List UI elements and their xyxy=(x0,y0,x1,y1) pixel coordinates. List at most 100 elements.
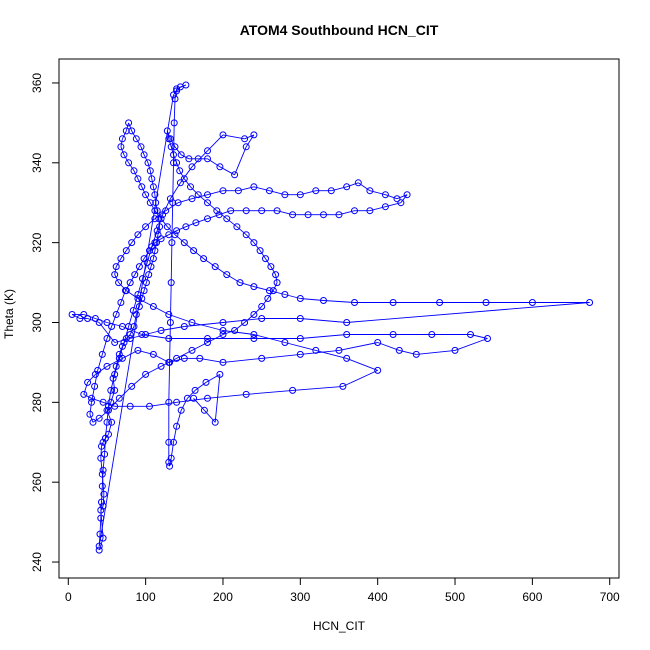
series-line-segment xyxy=(139,258,145,267)
data-point xyxy=(155,215,163,223)
series-line-segment xyxy=(101,442,104,447)
series-line-segment xyxy=(300,318,347,323)
series-line-segment xyxy=(184,242,194,251)
series-line-segment xyxy=(114,274,120,283)
series-line-segment xyxy=(165,202,179,212)
data-point xyxy=(484,335,491,342)
data-point xyxy=(98,470,106,478)
data-point xyxy=(112,263,120,271)
series-line-segment xyxy=(137,178,143,187)
data-point xyxy=(296,191,304,199)
series-line-segment xyxy=(207,202,218,212)
data-point xyxy=(231,171,239,179)
data-point xyxy=(213,207,221,215)
data-point xyxy=(234,187,242,195)
x-tick-label: 100 xyxy=(136,590,156,604)
data-point xyxy=(120,339,128,346)
series-line-segment xyxy=(246,389,293,395)
data-point xyxy=(170,151,177,159)
data-point xyxy=(112,362,120,370)
series-line-segment xyxy=(396,194,408,200)
data-point xyxy=(335,346,343,354)
data-point xyxy=(204,147,211,155)
data-point xyxy=(395,346,403,354)
data-point xyxy=(258,315,266,322)
series-line-segment xyxy=(244,314,255,323)
series-line-segment xyxy=(207,214,220,220)
data-point xyxy=(137,143,145,151)
series-line-segment xyxy=(176,162,181,171)
data-point xyxy=(171,95,179,103)
series-line-segment xyxy=(358,182,371,192)
data-point xyxy=(140,151,148,159)
data-point xyxy=(125,159,133,167)
series-line-segment xyxy=(154,238,162,243)
series-line-segment xyxy=(377,342,400,351)
series-line-segment xyxy=(222,330,254,335)
data-point xyxy=(191,386,199,394)
data-point xyxy=(219,331,227,338)
series-line-segment xyxy=(118,346,123,355)
data-point xyxy=(167,143,175,151)
data-point xyxy=(296,315,304,322)
series-line-segment xyxy=(152,186,156,195)
data-point xyxy=(126,331,134,338)
series-line-segment xyxy=(98,322,116,343)
data-point xyxy=(163,127,171,135)
plot-area xyxy=(68,81,594,554)
data-point xyxy=(148,243,156,251)
data-point xyxy=(165,398,173,406)
series-line-segment xyxy=(174,234,185,243)
data-point xyxy=(188,163,196,171)
data-point xyxy=(374,339,382,346)
data-point xyxy=(312,187,320,195)
y-tick-label: 360 xyxy=(30,73,44,93)
series-line-segment xyxy=(121,130,127,139)
series-line-segment xyxy=(245,234,255,243)
series-line-segment xyxy=(140,146,145,155)
data-point xyxy=(190,394,198,402)
series-line-segment xyxy=(145,194,151,203)
series-line-segment xyxy=(131,234,139,243)
data-point xyxy=(180,354,188,362)
series-line-segment xyxy=(161,326,185,331)
data-point xyxy=(89,418,97,426)
series-line-segment xyxy=(123,154,129,164)
data-point xyxy=(265,187,273,195)
data-point xyxy=(86,410,94,418)
data-point xyxy=(264,295,272,302)
data-point xyxy=(296,295,304,302)
data-point xyxy=(88,398,95,406)
data-point xyxy=(165,231,173,239)
series-line-segment xyxy=(141,186,147,195)
series-line-segment xyxy=(207,134,224,152)
series-line-segment xyxy=(342,369,378,387)
series-line-segment xyxy=(183,178,191,188)
data-point xyxy=(97,514,105,522)
data-point xyxy=(159,211,167,219)
data-point xyxy=(95,414,103,422)
data-point xyxy=(91,370,99,378)
series-line-segment xyxy=(92,417,100,423)
data-point xyxy=(166,195,174,203)
series-line-segment xyxy=(173,98,176,123)
data-point xyxy=(88,394,95,402)
data-point xyxy=(204,191,211,199)
series-line-segment xyxy=(191,322,224,331)
data-point xyxy=(101,450,109,458)
data-point xyxy=(241,319,249,326)
data-point xyxy=(146,402,153,410)
series-line-segment xyxy=(203,258,216,267)
series-line-segment xyxy=(133,314,137,327)
data-point xyxy=(97,506,105,514)
data-point xyxy=(250,335,258,342)
series-line-segment xyxy=(129,274,136,283)
data-point xyxy=(219,327,227,334)
x-tick-label: 600 xyxy=(522,590,542,604)
data-point xyxy=(134,346,142,354)
data-point xyxy=(142,331,150,338)
series-line-segment xyxy=(315,349,347,359)
series-line-segment xyxy=(160,218,168,227)
series-line-segment xyxy=(172,162,174,203)
series-line-segment xyxy=(128,122,133,132)
